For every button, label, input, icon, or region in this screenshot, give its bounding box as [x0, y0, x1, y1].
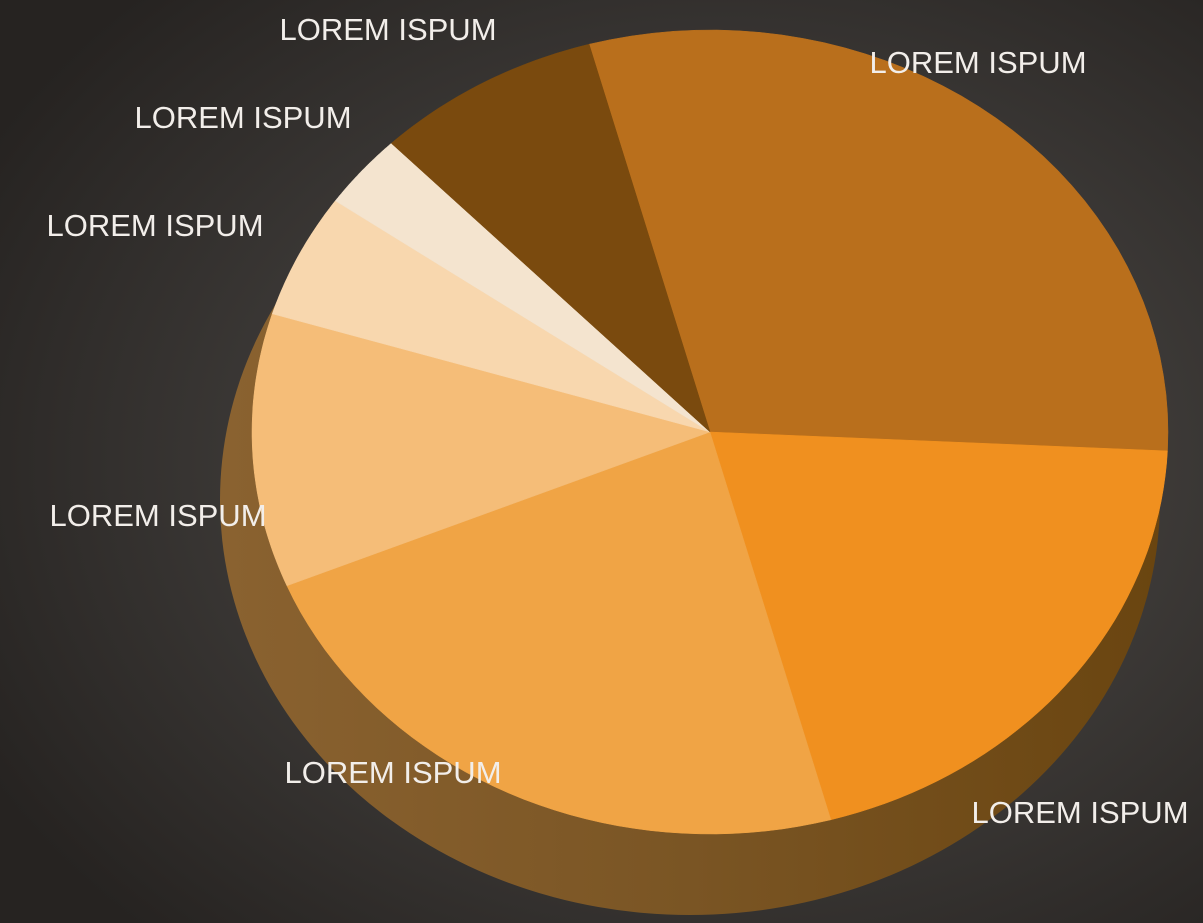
slice-label: LOREM ISPUM: [134, 100, 351, 135]
slice-label: LOREM ISPUM: [49, 498, 266, 533]
slice-label: LOREM ISPUM: [46, 208, 263, 243]
slice-label: LOREM ISPUM: [279, 12, 496, 47]
chart: LOREM ISPUM LOREM ISPUM LOREM ISPUM LOREM I…: [0, 0, 1203, 923]
pie: [252, 30, 1168, 834]
slice-label: LOREM ISPUM: [284, 755, 501, 790]
slice-label: LOREM ISPUM: [971, 795, 1188, 830]
slice-label: LOREM ISPUM: [869, 45, 1086, 80]
